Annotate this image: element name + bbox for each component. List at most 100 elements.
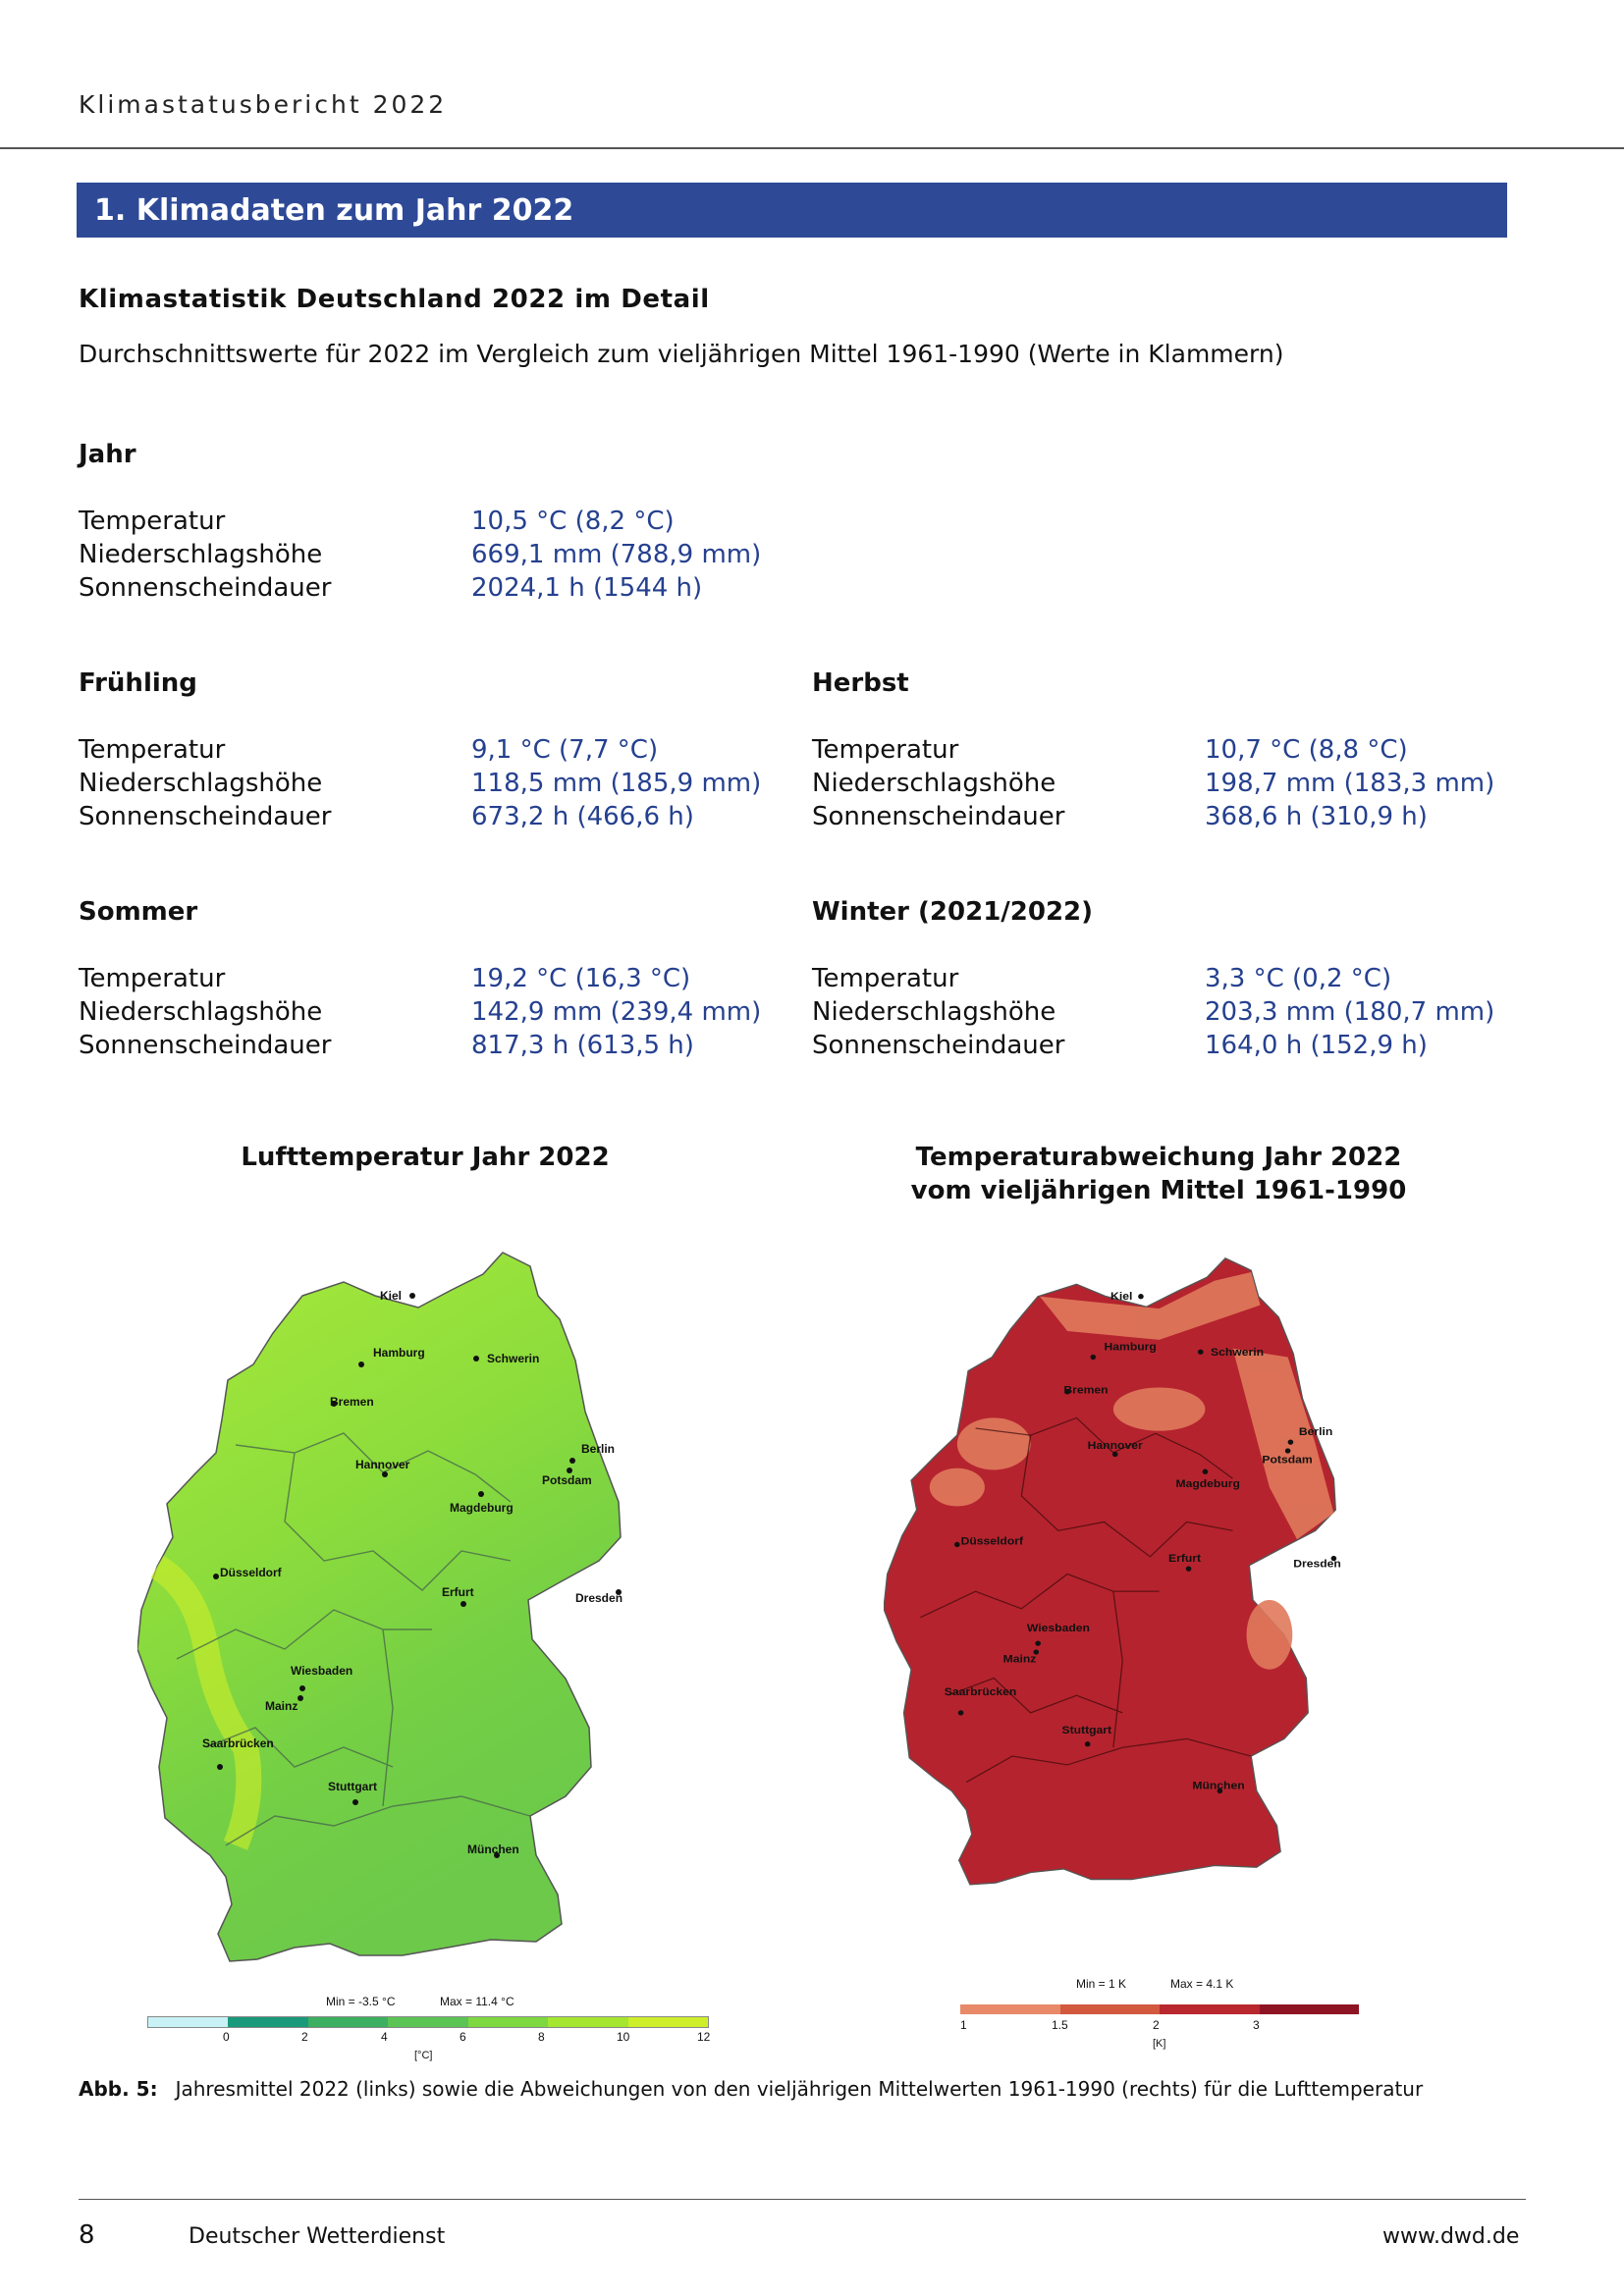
herbst-temp-value: 10,7 °C (8,8 °C) (1205, 735, 1408, 765)
chapter-title: 1. Klimadaten zum Jahr 2022 (94, 193, 574, 228)
legend-tick-label: 1.5 (1052, 2018, 1068, 2032)
figure-caption: Abb. 5: Jahresmittel 2022 (links) sowie d… (79, 2077, 1423, 2101)
label-temperatur: Temperatur (812, 735, 959, 765)
label-niederschlag: Niederschlagshöhe (79, 769, 323, 798)
legend-tick-label: 10 (617, 2030, 630, 2044)
city-duesseldorf: Düsseldorf (220, 1566, 283, 1579)
legend-tick-label: 2 (301, 2030, 308, 2044)
legend-swatch (148, 2017, 229, 2027)
winter-sun-value: 164,0 h (152,9 h) (1205, 1031, 1428, 1060)
herbst-stats-labels: Temperatur Niederschlagshöhe Sonnenschei… (812, 733, 1064, 833)
legend-ticks: 0 2 4 6 8 10 12 (147, 2030, 711, 2046)
fruehling-stats-labels: Temperatur Niederschlagshöhe Sonnenschei… (79, 733, 331, 833)
city-kiel: Kiel (1110, 1290, 1132, 1304)
caption-label: Abb. 5: (79, 2077, 158, 2101)
legend-unit: [K] (1153, 2038, 1166, 2050)
left-map-title: Lufttemperatur Jahr 2022 (241, 1143, 610, 1172)
legend-tick-label: 4 (381, 2030, 388, 2044)
city-berlin: Berlin (1299, 1424, 1332, 1438)
fruehling-title: Frühling (79, 668, 197, 698)
footer-url: www.dwd.de (1382, 2224, 1520, 2249)
legend-tick-label: 2 (1153, 2018, 1160, 2032)
winter-stats-values: 3,3 °C (0,2 °C) 203,3 mm (180,7 mm) 164,… (1205, 962, 1494, 1062)
city-kiel: Kiel (380, 1289, 402, 1303)
header-divider (0, 147, 1624, 149)
herbst-stats-values: 10,7 °C (8,8 °C) 198,7 mm (183,3 mm) 368… (1205, 733, 1494, 833)
winter-title: Winter (2021/2022) (812, 897, 1094, 927)
legend-ticks: 1 1.5 2 3 (960, 2018, 1359, 2034)
label-sonnenschein: Sonnenscheindauer (79, 802, 332, 831)
legend-unit: [°C] (414, 2050, 433, 2061)
jahr-stats-labels: Temperatur Niederschlagshöhe Sonnenschei… (79, 505, 331, 605)
city-erfurt: Erfurt (442, 1585, 474, 1599)
city-hannover: Hannover (355, 1458, 410, 1471)
city-labels: Kiel Hamburg Schwerin Bremen Berlin Pots… (945, 1290, 1341, 1794)
city-magdeburg: Magdeburg (1175, 1476, 1239, 1490)
sommer-stats-labels: Temperatur Niederschlagshöhe Sonnenschei… (79, 962, 331, 1062)
city-schwerin: Schwerin (487, 1352, 539, 1365)
city-dresden: Dresden (575, 1591, 623, 1605)
city-magdeburg: Magdeburg (450, 1501, 514, 1515)
page-number: 8 (79, 2220, 95, 2250)
sommer-sun-value: 817,3 h (613,5 h) (471, 1031, 694, 1060)
winter-temp-value: 3,3 °C (0,2 °C) (1205, 964, 1392, 993)
legend-swatch (1059, 2004, 1160, 2014)
city-hamburg: Hamburg (1105, 1340, 1157, 1354)
legend-min: Min = -3.5 °C (326, 1995, 396, 2008)
fruehling-sun-value: 673,2 h (466,6 h) (471, 802, 694, 831)
chapter-banner: 1. Klimadaten zum Jahr 2022 (77, 183, 1507, 238)
right-map-title-line2: vom vieljährigen Mittel 1961-1990 (910, 1176, 1407, 1205)
city-stuttgart: Stuttgart (328, 1780, 377, 1793)
legend-swatch (960, 2004, 1060, 2014)
footer-organization: Deutscher Wetterdienst (189, 2224, 446, 2249)
city-berlin: Berlin (581, 1442, 615, 1456)
city-duesseldorf: Düsseldorf (961, 1534, 1023, 1548)
sommer-precip-value: 142,9 mm (239,4 mm) (471, 997, 762, 1027)
running-header: Klimastatusbericht 2022 (79, 90, 448, 119)
city-potsdam: Potsdam (542, 1473, 592, 1487)
legend-tick-label: 12 (697, 2030, 711, 2044)
city-wiesbaden: Wiesbaden (291, 1664, 352, 1678)
sommer-stats-values: 19,2 °C (16,3 °C) 142,9 mm (239,4 mm) 81… (471, 962, 761, 1062)
legend-max: Max = 11.4 °C (440, 1995, 514, 2008)
legend-tick-label: 8 (538, 2030, 545, 2044)
intro-text: Durchschnittswerte für 2022 im Vergleich… (79, 340, 1284, 368)
legend-swatch (388, 2017, 468, 2027)
legend-swatch (307, 2017, 389, 2027)
legend-colorbar (147, 2016, 709, 2028)
temperature-map: Kiel Hamburg Schwerin Bremen Berlin Pots… (137, 1252, 623, 1962)
temperature-legend: Min = -3.5 °C Max = 11.4 °C 0 2 4 6 8 10 12 [°… (147, 1995, 717, 2063)
herbst-precip-value: 198,7 mm (183,3 mm) (1205, 769, 1495, 798)
label-temperatur: Temperatur (79, 507, 226, 536)
fruehling-stats-values: 9,1 °C (7,7 °C) 118,5 mm (185,9 mm) 673,… (471, 733, 761, 833)
city-hamburg: Hamburg (373, 1346, 425, 1360)
legend-tick-label: 0 (223, 2030, 230, 2044)
label-niederschlag: Niederschlagshöhe (812, 997, 1056, 1027)
caption-text: Jahresmittel 2022 (links) sowie die Abwe… (175, 2077, 1424, 2101)
label-niederschlag: Niederschlagshöhe (79, 997, 323, 1027)
city-mainz: Mainz (265, 1699, 298, 1713)
label-sonnenschein: Sonnenscheindauer (812, 802, 1065, 831)
jahr-title: Jahr (79, 440, 136, 469)
city-stuttgart: Stuttgart (1061, 1723, 1111, 1736)
legend-swatch (467, 2017, 549, 2027)
fruehling-precip-value: 118,5 mm (185,9 mm) (471, 769, 762, 798)
right-map-title: Temperaturabweichung Jahr 2022 vom vielj… (864, 1141, 1453, 1207)
section-heading: Klimastatistik Deutschland 2022 im Detai… (79, 285, 710, 314)
jahr-stats-values: 10,5 °C (8,2 °C) 669,1 mm (788,9 mm) 202… (471, 505, 761, 605)
city-potsdam: Potsdam (1262, 1453, 1312, 1467)
jahr-sun-value: 2024,1 h (1544 h) (471, 573, 703, 603)
label-sonnenschein: Sonnenscheindauer (79, 1031, 332, 1060)
herbst-sun-value: 368,6 h (310,9 h) (1205, 802, 1428, 831)
city-dresden: Dresden (1293, 1557, 1341, 1571)
sommer-title: Sommer (79, 897, 198, 927)
label-sonnenschein: Sonnenscheindauer (812, 1031, 1065, 1060)
label-temperatur: Temperatur (79, 735, 226, 765)
jahr-precip-value: 669,1 mm (788,9 mm) (471, 540, 762, 569)
city-saarbruecken: Saarbrücken (945, 1685, 1017, 1699)
city-mainz: Mainz (1003, 1652, 1037, 1666)
label-temperatur: Temperatur (812, 964, 959, 993)
jahr-temp-value: 10,5 °C (8,2 °C) (471, 507, 675, 536)
legend-swatch (627, 2017, 708, 2027)
city-saarbruecken: Saarbrücken (202, 1736, 274, 1750)
